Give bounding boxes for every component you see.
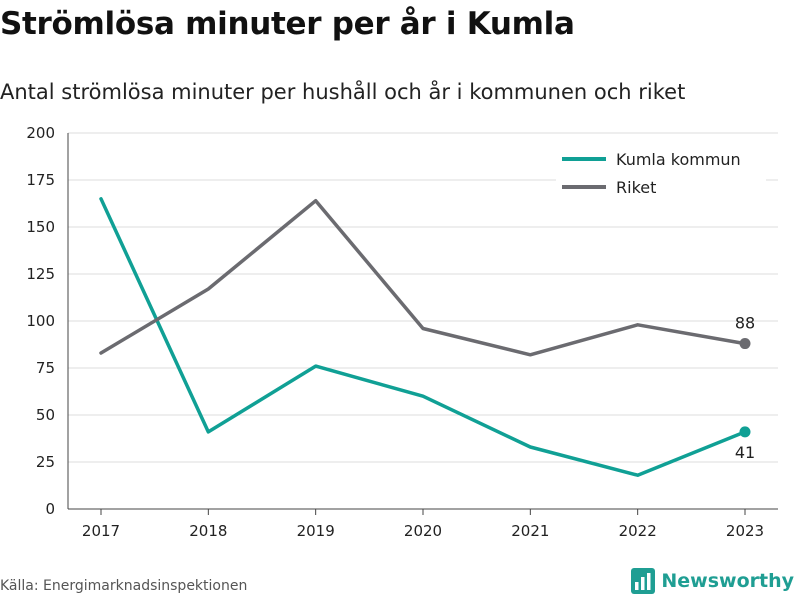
- chart-subtitle: Antal strömlösa minuter per hushåll och …: [0, 80, 686, 104]
- y-tick-label: 75: [36, 359, 55, 377]
- end-value-label-1: 88: [735, 314, 755, 333]
- brand-logo: Newsworthy: [631, 568, 794, 594]
- legend: Kumla kommun Riket: [556, 145, 766, 209]
- x-tick-label: 2017: [82, 522, 120, 540]
- series-line-1: [99, 198, 747, 357]
- x-tick-label: 2023: [726, 522, 764, 540]
- y-tick-label: 25: [36, 453, 55, 471]
- series-lines: [99, 197, 751, 477]
- x-tick-label: 2018: [189, 522, 227, 540]
- y-tick-label: 125: [26, 265, 55, 283]
- chart-title: Strömlösa minuter per år i Kumla: [0, 6, 575, 42]
- y-tick-label: 150: [26, 218, 55, 236]
- legend-label-0: Kumla kommun: [616, 150, 741, 169]
- x-tick-label: 2021: [511, 522, 549, 540]
- x-tick-label: 2022: [619, 522, 657, 540]
- brand-name: Newsworthy: [661, 570, 794, 592]
- legend-background: [556, 145, 766, 209]
- y-tick-label: 175: [26, 171, 55, 189]
- axes: 0 25 50 75 100 125 150 175 200 2017 2018 2019 2020 20…: [26, 124, 778, 540]
- x-tick-label: 2019: [297, 522, 335, 540]
- x-tick-label: 2020: [404, 522, 442, 540]
- y-tick-label: 0: [45, 500, 55, 518]
- y-tick-label: 100: [26, 312, 55, 330]
- source-note: Källa: Energimarknadsinspektionen: [0, 578, 248, 594]
- data-labels: 41 88: [735, 314, 755, 462]
- end-value-label-0: 41: [735, 443, 755, 462]
- series-line-0: [99, 197, 747, 477]
- bar-chart-logo-icon: [631, 568, 656, 594]
- y-tick-label: 200: [26, 124, 55, 142]
- series-endpoint-0: [739, 426, 751, 438]
- legend-label-1: Riket: [616, 178, 656, 197]
- y-tick-label: 50: [36, 406, 55, 424]
- series-endpoint-1: [739, 338, 751, 350]
